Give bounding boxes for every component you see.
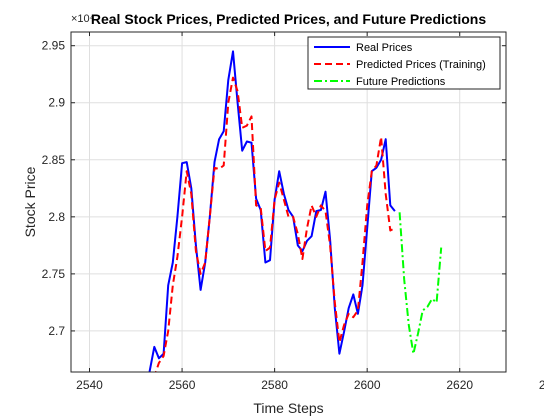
legend-label: Predicted Prices (Training) — [356, 59, 486, 71]
x-tick-label: 2640 — [539, 378, 544, 392]
x-tick-label: 2540 — [76, 378, 103, 392]
x-tick-label: 2580 — [261, 378, 288, 392]
legend-label: Real Prices — [356, 42, 413, 54]
x-axis-label: Time Steps — [253, 400, 323, 416]
tick-group: 2540 2560 2580 2600 2620 2640 2.7 2.75 2.8 2.85 2.… — [42, 32, 544, 392]
x-tick-label: 2560 — [169, 378, 196, 392]
x-tick-label: 2620 — [446, 378, 473, 392]
y-tick-label: 2.8 — [48, 210, 65, 224]
series-line-3 — [398, 212, 443, 355]
y-tick-label: 2.7 — [48, 324, 65, 338]
y-tick-label: 2.95 — [42, 39, 66, 53]
y-tick-label: 2.75 — [42, 267, 66, 281]
series-group — [148, 50, 443, 372]
y-axis-label: Stock Price — [22, 166, 38, 237]
series-line-2 — [154, 76, 396, 372]
y-exponent-label: ×10⁴ — [71, 13, 95, 25]
y-tick-label: 2.9 — [48, 96, 65, 110]
legend-label: Future Predictions — [356, 76, 446, 88]
axes-box — [70, 31, 507, 373]
legend: Real Prices Predicted Prices (Training) Fu… — [307, 36, 501, 90]
chart-title: Real Stock Prices, Predicted Prices, and… — [91, 11, 486, 27]
x-tick-label: 2600 — [354, 378, 381, 392]
series-line-1 — [148, 50, 396, 372]
y-tick-label: 2.85 — [42, 153, 66, 167]
